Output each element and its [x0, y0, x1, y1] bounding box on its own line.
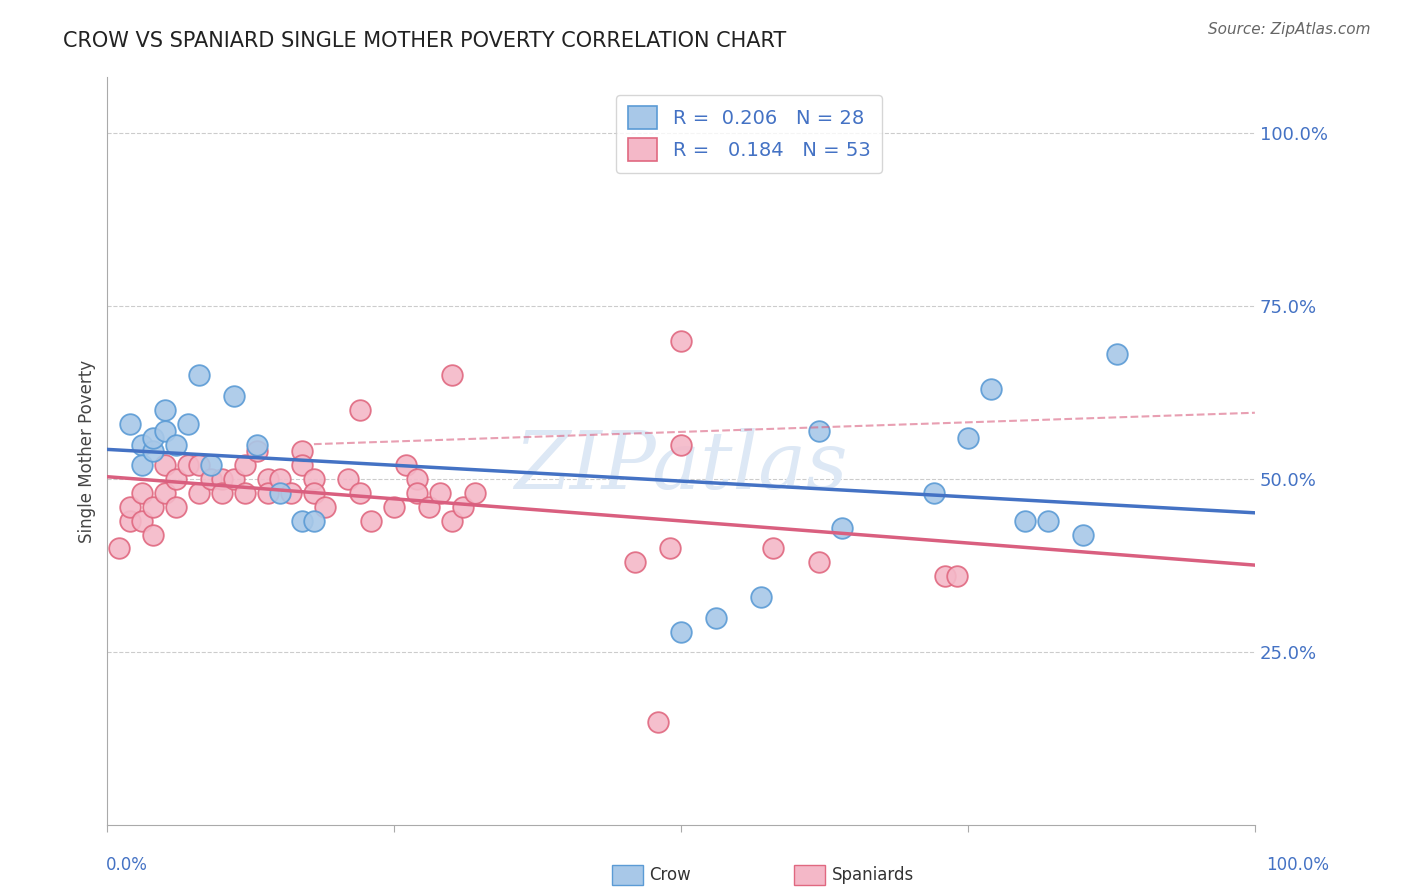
Point	[337, 472, 360, 486]
Point	[280, 486, 302, 500]
Point	[269, 486, 291, 500]
Point	[704, 610, 727, 624]
Point	[669, 437, 692, 451]
Point	[429, 486, 451, 500]
Text: 100.0%: 100.0%	[1265, 855, 1329, 873]
Point	[120, 417, 142, 431]
Point	[131, 514, 153, 528]
Point	[153, 403, 176, 417]
Point	[153, 486, 176, 500]
Point	[762, 541, 785, 556]
Point	[440, 514, 463, 528]
Point	[291, 514, 314, 528]
Point	[807, 555, 830, 569]
Point	[980, 382, 1002, 396]
Y-axis label: Single Mother Poverty: Single Mother Poverty	[79, 359, 96, 543]
Point	[349, 403, 371, 417]
Point	[658, 541, 681, 556]
Point	[669, 624, 692, 639]
Point	[200, 458, 222, 473]
Point	[956, 431, 979, 445]
Point	[1071, 527, 1094, 541]
Point	[831, 521, 853, 535]
Point	[406, 472, 429, 486]
Point	[131, 486, 153, 500]
Point	[165, 437, 187, 451]
Point	[131, 437, 153, 451]
Point	[1014, 514, 1036, 528]
Point	[451, 500, 474, 514]
Point	[177, 417, 200, 431]
Point	[177, 458, 200, 473]
Point	[382, 500, 405, 514]
Legend: R =  0.206   N = 28, R =   0.184   N = 53: R = 0.206 N = 28, R = 0.184 N = 53	[616, 95, 882, 173]
Point	[108, 541, 131, 556]
Point	[222, 389, 245, 403]
Point	[934, 569, 956, 583]
Point	[395, 458, 418, 473]
Point	[922, 486, 945, 500]
Point	[188, 368, 211, 383]
Point	[418, 500, 440, 514]
Point	[233, 486, 256, 500]
Point	[245, 444, 267, 458]
Point	[120, 514, 142, 528]
Point	[291, 444, 314, 458]
Text: 0.0%: 0.0%	[105, 855, 148, 873]
Point	[165, 500, 187, 514]
Point	[945, 569, 967, 583]
Point	[807, 424, 830, 438]
Point	[440, 368, 463, 383]
Point	[291, 458, 314, 473]
Point	[142, 527, 165, 541]
Point	[314, 500, 336, 514]
Text: Source: ZipAtlas.com: Source: ZipAtlas.com	[1208, 22, 1371, 37]
Point	[669, 334, 692, 348]
Point	[302, 486, 325, 500]
Point	[1107, 347, 1129, 361]
Point	[647, 714, 669, 729]
Point	[120, 500, 142, 514]
Point	[153, 424, 176, 438]
Point	[257, 472, 280, 486]
Point	[406, 486, 429, 500]
Point	[222, 472, 245, 486]
Point	[751, 590, 773, 604]
Point	[131, 458, 153, 473]
Point	[153, 458, 176, 473]
Point	[245, 437, 267, 451]
Point	[302, 514, 325, 528]
Point	[142, 431, 165, 445]
Point	[188, 458, 211, 473]
Text: Spaniards: Spaniards	[832, 866, 914, 884]
Point	[211, 486, 233, 500]
Point	[211, 472, 233, 486]
Point	[142, 444, 165, 458]
Point	[142, 500, 165, 514]
Point	[257, 486, 280, 500]
Point	[165, 472, 187, 486]
Point	[302, 472, 325, 486]
Point	[1038, 514, 1060, 528]
Point	[349, 486, 371, 500]
Point	[269, 472, 291, 486]
Point	[188, 486, 211, 500]
Point	[464, 486, 486, 500]
Point	[233, 458, 256, 473]
Point	[360, 514, 382, 528]
Point	[624, 555, 647, 569]
Text: ZIPatlas: ZIPatlas	[515, 427, 848, 505]
Text: Crow: Crow	[650, 866, 692, 884]
Point	[200, 472, 222, 486]
Text: CROW VS SPANIARD SINGLE MOTHER POVERTY CORRELATION CHART: CROW VS SPANIARD SINGLE MOTHER POVERTY C…	[63, 31, 786, 51]
